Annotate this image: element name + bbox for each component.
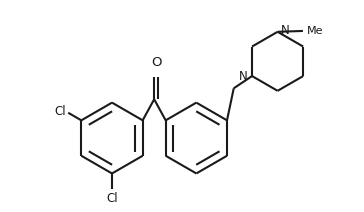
Text: O: O	[151, 56, 161, 69]
Text: N: N	[281, 24, 290, 38]
Text: N: N	[239, 70, 248, 82]
Text: Cl: Cl	[106, 192, 118, 205]
Text: Me: Me	[307, 26, 324, 36]
Text: Cl: Cl	[54, 105, 66, 119]
